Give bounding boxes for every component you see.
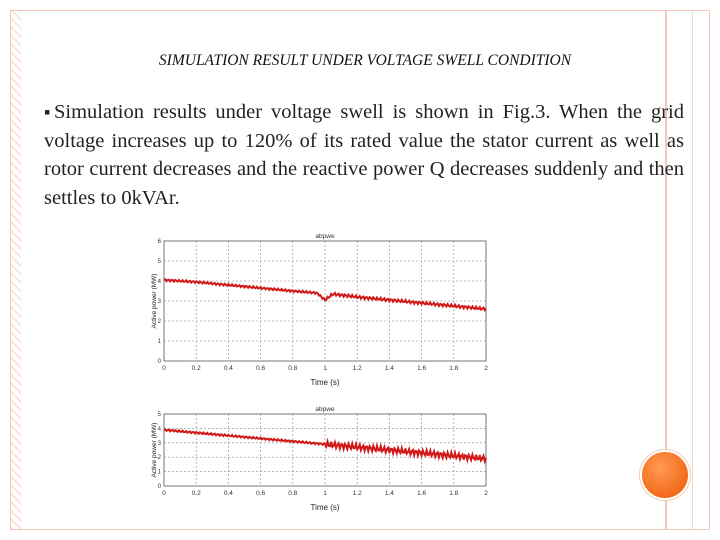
x-axis-label: Time (s) [310,503,339,512]
bullet-text: Simulation results under voltage swell i… [44,101,684,209]
x-tick-label: 0.4 [224,490,233,497]
slide-frame [10,10,710,530]
x-tick-label: 1.8 [449,365,458,372]
x-tick-label: 0 [162,365,166,372]
x-tick-label: 0.4 [224,365,233,372]
y-tick-label: 3 [158,441,162,447]
y-tick-label: 1 [158,339,162,345]
x-tick-label: 0 [162,490,166,497]
y-tick-label: 3 [158,299,162,305]
x-tick-label: 1.6 [417,365,426,372]
y-tick-label: 0 [158,484,162,490]
x-tick-label: 0.2 [192,490,201,497]
x-axis-label: Time (s) [310,378,339,387]
orange-circle-decoration [640,450,690,500]
chart-title: abpwe [315,406,335,413]
series-line [163,277,487,313]
slide-title: SIMULATION RESULT UNDER VOLTAGE SWELL CO… [158,52,572,69]
chart-top: 0 0.2 0.4 0.6 0.8 1 1.2 1.4 1.6 1.8 2 0 1 2 3 4 5 6 abpwe T… [148,226,493,394]
y-tick-label: 4 [158,426,162,432]
x-tick-label: 1.8 [449,490,458,497]
x-tick-label: 1 [323,365,327,372]
frame-divider [665,10,667,530]
x-tick-label: 0.8 [288,490,297,497]
series-line [163,428,487,465]
y-axis-label: Active power (MW) [151,423,158,478]
frame-divider-thin [692,10,693,530]
x-tick-label: 0.8 [288,365,297,372]
y-tick-label: 0 [158,359,162,365]
x-tick-label: 1.6 [417,490,426,497]
x-tick-label: 0.6 [256,490,265,497]
x-tick-label: 1.4 [385,490,394,497]
chart-title: abpwe [315,233,335,240]
y-tick-label: 1 [158,470,162,476]
x-tick-label: 1 [323,490,327,497]
square-bullet-icon: ▪ [44,102,51,122]
x-tick-label: 2 [484,490,488,497]
chart-bottom: 0 0.2 0.4 0.6 0.8 1 1.2 1.4 1.6 1.8 2 0 1 2 3 4 5 abpwe Ti… [148,398,493,524]
x-tick-label: 1.4 [385,365,394,372]
y-tick-label: 4 [158,279,162,285]
y-tick-label: 6 [158,239,162,245]
y-tick-label: 5 [158,259,162,265]
x-tick-label: 1.2 [353,365,362,372]
y-tick-label: 5 [158,412,162,418]
y-tick-label: 2 [158,455,162,461]
x-tick-label: 2 [484,365,488,372]
y-tick-label: 2 [158,319,162,325]
bullet-paragraph: ▪ Simulation results under voltage swell … [44,98,684,212]
x-tick-label: 1.2 [353,490,362,497]
x-tick-label: 0.2 [192,365,201,372]
y-axis-label: Active power (MW) [151,274,158,329]
x-tick-label: 0.6 [256,365,265,372]
